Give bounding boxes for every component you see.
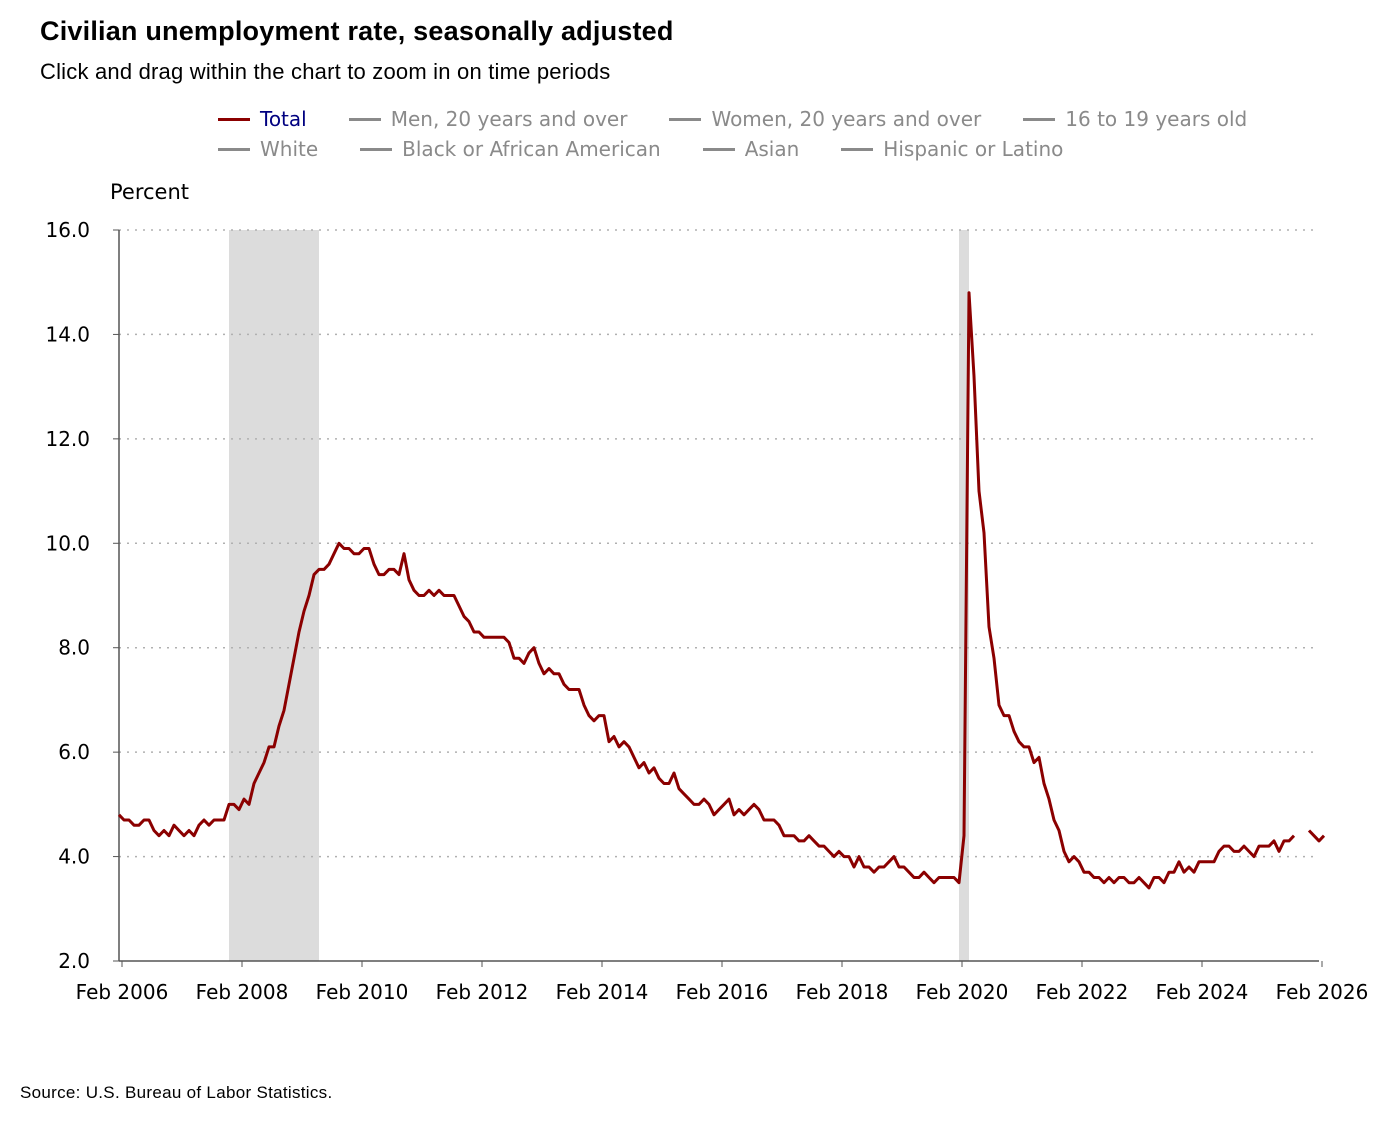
legend-row-1: Total Men, 20 years and over Women, 20 y… [218,104,1289,134]
x-tick-label: Feb 2024 [1156,980,1249,1004]
legend-swatch [360,147,393,151]
legend-label: Total [260,107,307,131]
axes [118,230,1319,962]
legend-item-white[interactable]: White [218,137,318,161]
legend-item-asian[interactable]: Asian [702,137,800,161]
series-total[interactable] [117,291,1326,890]
recession-shading [229,230,969,961]
recession-band [959,230,969,961]
y-tick-label: 12.0 [45,427,90,451]
legend-swatch [1023,117,1056,121]
x-tick-label: Feb 2026 [1276,980,1369,1004]
legend-row-2: White Black or African American Asian Hi… [218,134,1105,164]
x-tick-label: Feb 2012 [436,980,529,1004]
legend-label: White [260,137,319,161]
y-tick-label: 6.0 [58,740,90,764]
series-line-total [1307,829,1326,843]
legend-swatch [841,147,874,151]
y-tick-label: 2.0 [58,949,90,973]
x-tick-label: Feb 2008 [196,980,289,1004]
y-tick-label: 4.0 [58,845,90,869]
recession-band [229,230,319,961]
x-tick-labels: Feb 2006 Feb 2008 Feb 2010 Feb 2012 Feb 2014… [76,961,1369,1004]
legend-item-men[interactable]: Men, 20 years and over [348,107,628,131]
legend-item-total[interactable]: Total [218,107,307,131]
x-tick-label: Feb 2010 [316,980,409,1004]
series-line-total [117,291,1296,890]
legend-label: Hispanic or Latino [883,137,1064,161]
source-note: Source: U.S. Bureau of Labor Statistics. [20,1083,333,1102]
legend-label: Black or African American [402,137,661,161]
x-tick-label: Feb 2006 [76,980,169,1004]
chart-title: Civilian unemployment rate, seasonally a… [40,16,674,46]
legend-item-women[interactable]: Women, 20 years and over [669,107,981,131]
legend-label: Women, 20 years and over [711,107,982,131]
x-tick-label: Feb 2014 [556,980,649,1004]
x-tick-label: Feb 2022 [1036,980,1129,1004]
legend-label: Men, 20 years and over [390,107,628,131]
legend-item-black[interactable]: Black or African American [360,137,661,161]
y-tick-labels: 2.0 4.0 6.0 8.0 10.0 12.0 14.0 16.0 [45,218,90,973]
legend-swatch [218,147,250,151]
legend-item-teens[interactable]: 16 to 19 years old [1023,107,1247,131]
x-tick-label: Feb 2020 [916,980,1009,1004]
legend-swatch [348,117,381,121]
y-axis-label: Percent [110,180,189,204]
y-tick-label: 14.0 [45,322,90,346]
legend-label: Asian [744,137,800,161]
gridlines [113,229,1319,962]
chart-subtitle: Click and drag within the chart to zoom … [40,59,611,84]
legend-label: 16 to 19 years old [1065,107,1248,131]
x-tick-label: Feb 2018 [796,980,889,1004]
legend-swatch [218,117,250,121]
y-tick-label: 8.0 [58,636,90,660]
y-tick-label: 10.0 [45,531,90,555]
legend-swatch [669,117,702,121]
y-tick-label: 16.0 [45,218,90,242]
legend-item-hispanic[interactable]: Hispanic or Latino [841,137,1063,161]
legend-swatch [702,147,735,151]
x-tick-label: Feb 2016 [676,980,769,1004]
